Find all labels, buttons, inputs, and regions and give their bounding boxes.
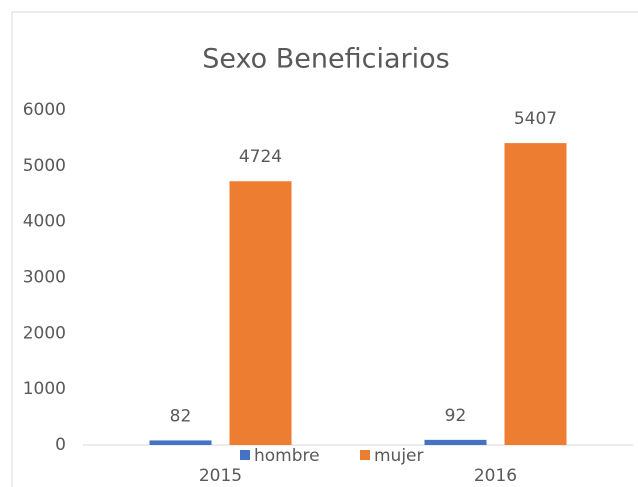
chart-title: Sexo Beneficiarios [202, 44, 449, 75]
data-label: 5407 [514, 109, 557, 129]
bar [149, 440, 212, 445]
y-tick-label: 0 [55, 435, 66, 455]
x-tick-label: 2015 [199, 466, 242, 486]
y-tick-label: 3000 [23, 268, 66, 288]
bar [504, 143, 567, 445]
bar [424, 439, 487, 445]
bar [229, 181, 292, 445]
data-label: 4724 [239, 147, 282, 167]
chart-border [11, 11, 638, 487]
x-tick-label: 2016 [474, 466, 517, 486]
y-tick-label: 2000 [23, 323, 66, 343]
y-tick-label: 6000 [23, 100, 66, 120]
legend-swatch [360, 450, 370, 460]
legend-label: mujer [374, 446, 424, 466]
y-tick-label: 4000 [23, 212, 66, 232]
legend-swatch [240, 450, 250, 460]
y-tick-label: 1000 [23, 379, 66, 399]
data-label: 82 [170, 406, 192, 426]
legend-label: hombre [254, 446, 320, 466]
data-label: 92 [445, 406, 467, 426]
y-tick-label: 5000 [23, 156, 66, 176]
